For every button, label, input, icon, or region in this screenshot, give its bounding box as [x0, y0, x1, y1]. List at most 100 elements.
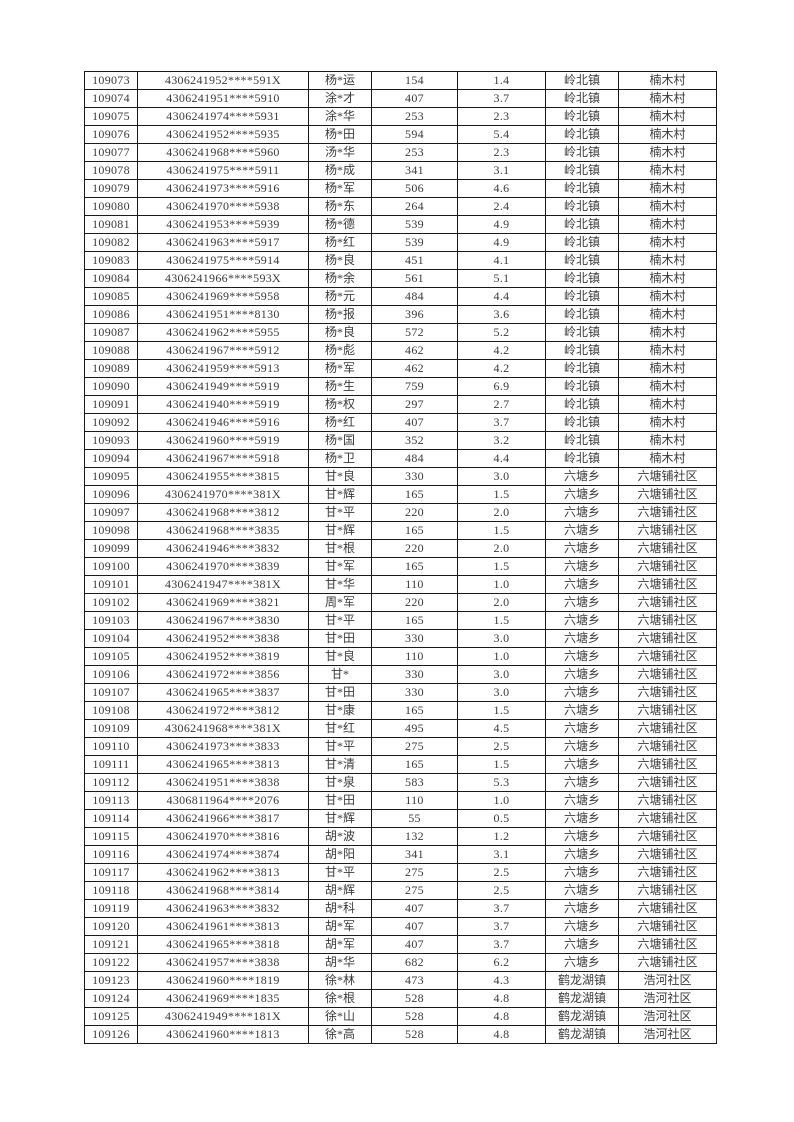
- cell-village: 六塘铺社区: [618, 611, 717, 630]
- cell-quantity: 275: [371, 737, 458, 756]
- cell-index: 109112: [84, 773, 138, 792]
- table-row: 109094 4306241967****5918 杨*卫 484 4.4 岭北镇 楠木村: [84, 449, 717, 468]
- cell-id-number: 4306241949****5919: [137, 377, 309, 396]
- cell-quantity: 330: [371, 683, 458, 702]
- cell-quantity: 165: [371, 485, 458, 504]
- cell-village: 六塘铺社区: [618, 845, 717, 864]
- cell-town: 鹤龙湖镇: [545, 989, 619, 1008]
- cell-index: 109109: [84, 719, 138, 738]
- cell-name: 胡*军: [308, 917, 372, 936]
- cell-town: 六塘乡: [545, 539, 619, 558]
- cell-village: 六塘铺社区: [618, 629, 717, 648]
- table-row: 109084 4306241966****593X 杨*余 561 5.1 岭北镇 楠木村: [84, 269, 717, 288]
- cell-id-number: 4306241968****3814: [137, 881, 309, 900]
- cell-amount: 4.8: [457, 1007, 546, 1026]
- cell-amount: 4.8: [457, 989, 546, 1008]
- cell-name: 甘*平: [308, 611, 372, 630]
- cell-amount: 4.4: [457, 287, 546, 306]
- cell-quantity: 396: [371, 305, 458, 324]
- cell-quantity: 110: [371, 647, 458, 666]
- cell-quantity: 154: [371, 71, 458, 90]
- cell-name: 甘*根: [308, 539, 372, 558]
- cell-quantity: 583: [371, 773, 458, 792]
- cell-name: 杨*红: [308, 233, 372, 252]
- cell-name: 甘*平: [308, 737, 372, 756]
- beneficiary-table: 109073 4306241952****591X 杨*运 154 1.4 岭北镇 楠木村 1…: [84, 71, 717, 1044]
- cell-id-number: 4306241940****5919: [137, 395, 309, 414]
- cell-quantity: 484: [371, 287, 458, 306]
- cell-amount: 4.9: [457, 233, 546, 252]
- cell-name: 杨*报: [308, 305, 372, 324]
- table-row: 109105 4306241952****3819 甘*良 110 1.0 六塘乡 六塘铺社…: [84, 647, 717, 666]
- cell-index: 109115: [84, 827, 138, 846]
- cell-index: 109103: [84, 611, 138, 630]
- cell-id-number: 4306241955****3815: [137, 467, 309, 486]
- cell-town: 六塘乡: [545, 845, 619, 864]
- cell-name: 杨*权: [308, 395, 372, 414]
- cell-id-number: 4306241970****381X: [137, 485, 309, 504]
- cell-town: 岭北镇: [545, 323, 619, 342]
- cell-amount: 4.8: [457, 1025, 546, 1044]
- cell-id-number: 4306241975****5914: [137, 251, 309, 270]
- cell-name: 徐*根: [308, 989, 372, 1008]
- cell-village: 六塘铺社区: [618, 521, 717, 540]
- table-row: 109086 4306241951****8130 杨*报 396 3.6 岭北镇 楠木村: [84, 305, 717, 324]
- cell-index: 109085: [84, 287, 138, 306]
- cell-village: 六塘铺社区: [618, 773, 717, 792]
- cell-index: 109078: [84, 161, 138, 180]
- cell-quantity: 528: [371, 1025, 458, 1044]
- cell-village: 楠木村: [618, 89, 717, 108]
- cell-town: 岭北镇: [545, 341, 619, 360]
- cell-village: 六塘铺社区: [618, 863, 717, 882]
- cell-id-number: 4306241952****5935: [137, 125, 309, 144]
- cell-id-number: 4306241974****3874: [137, 845, 309, 864]
- cell-quantity: 594: [371, 125, 458, 144]
- table-row: 109083 4306241975****5914 杨*良 451 4.1 岭北镇 楠木村: [84, 251, 717, 270]
- cell-name: 胡*波: [308, 827, 372, 846]
- cell-index: 109095: [84, 467, 138, 486]
- cell-index: 109079: [84, 179, 138, 198]
- cell-amount: 2.0: [457, 503, 546, 522]
- cell-name: 甘*: [308, 665, 372, 684]
- cell-amount: 0.5: [457, 809, 546, 828]
- table-row: 109126 4306241960****1813 徐*高 528 4.8 鹤龙湖镇 浩河社…: [84, 1025, 717, 1044]
- cell-town: 岭北镇: [545, 161, 619, 180]
- cell-amount: 2.7: [457, 395, 546, 414]
- table-row: 109090 4306241949****5919 杨*生 759 6.9 岭北镇 楠木村: [84, 377, 717, 396]
- table-row: 109101 4306241947****381X 甘*华 110 1.0 六塘乡 六塘铺社…: [84, 575, 717, 594]
- table-row: 109103 4306241967****3830 甘*平 165 1.5 六塘乡 六塘铺社…: [84, 611, 717, 630]
- cell-quantity: 165: [371, 701, 458, 720]
- cell-town: 六塘乡: [545, 917, 619, 936]
- cell-amount: 3.7: [457, 89, 546, 108]
- cell-id-number: 4306241970****3816: [137, 827, 309, 846]
- cell-amount: 1.5: [457, 755, 546, 774]
- cell-village: 浩河社区: [618, 1025, 717, 1044]
- table-row: 109115 4306241970****3816 胡*波 132 1.2 六塘乡 六塘铺社…: [84, 827, 717, 846]
- cell-village: 楠木村: [618, 287, 717, 306]
- cell-amount: 3.7: [457, 413, 546, 432]
- cell-id-number: 4306241953****5939: [137, 215, 309, 234]
- cell-index: 109100: [84, 557, 138, 576]
- cell-index: 109091: [84, 395, 138, 414]
- cell-quantity: 682: [371, 953, 458, 972]
- cell-name: 杨*卫: [308, 449, 372, 468]
- cell-name: 甘*清: [308, 755, 372, 774]
- cell-village: 六塘铺社区: [618, 665, 717, 684]
- cell-index: 109074: [84, 89, 138, 108]
- cell-town: 岭北镇: [545, 89, 619, 108]
- cell-town: 六塘乡: [545, 719, 619, 738]
- cell-quantity: 253: [371, 143, 458, 162]
- cell-index: 109077: [84, 143, 138, 162]
- cell-id-number: 4306241952****591X: [137, 71, 309, 90]
- cell-id-number: 4306241946****5916: [137, 413, 309, 432]
- cell-amount: 2.0: [457, 539, 546, 558]
- cell-village: 楠木村: [618, 359, 717, 378]
- cell-quantity: 528: [371, 1007, 458, 1026]
- cell-village: 楠木村: [618, 125, 717, 144]
- cell-amount: 3.2: [457, 431, 546, 450]
- cell-name: 杨*彪: [308, 341, 372, 360]
- table-row: 109095 4306241955****3815 甘*良 330 3.0 六塘乡 六塘铺社…: [84, 467, 717, 486]
- cell-village: 六塘铺社区: [618, 917, 717, 936]
- cell-name: 甘*辉: [308, 521, 372, 540]
- cell-amount: 3.1: [457, 845, 546, 864]
